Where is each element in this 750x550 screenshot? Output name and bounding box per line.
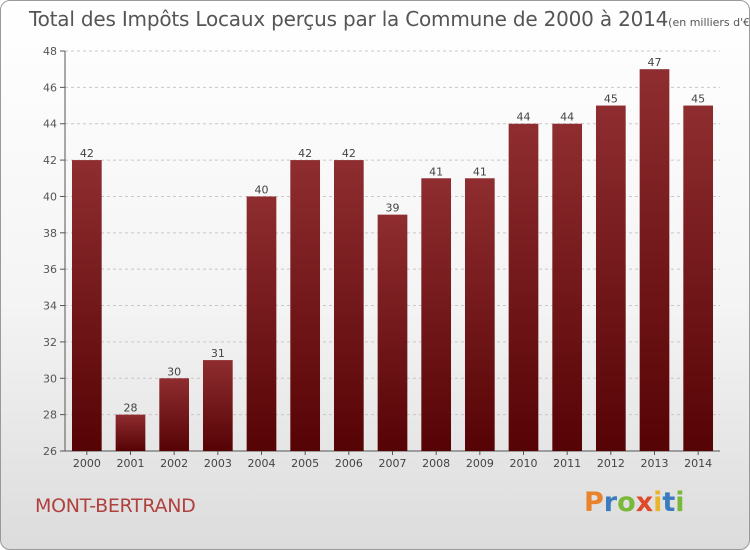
y-tick-label: 28: [43, 409, 57, 422]
bar: [464, 178, 495, 452]
x-tick-label: 2002: [160, 457, 188, 470]
logo-letter: t: [662, 487, 676, 518]
y-tick-label: 34: [43, 300, 57, 313]
chart-title-row: Total des Impôts Locaux perçus par la Co…: [29, 7, 750, 31]
bar: [508, 123, 539, 452]
bar: [595, 105, 626, 451]
bar: [421, 178, 452, 452]
logo-letter: i: [653, 487, 663, 518]
bar-value-label: 45: [604, 93, 618, 106]
logo-letter: x: [635, 487, 654, 518]
logo-letter: i: [675, 487, 685, 518]
bar: [639, 69, 670, 451]
proxiti-logo: Proxiti: [584, 487, 685, 518]
y-tick-label: 44: [43, 118, 57, 131]
logo-letter: o: [617, 487, 636, 518]
bar: [290, 160, 321, 451]
bar: [202, 360, 233, 451]
x-tick-label: 2005: [291, 457, 319, 470]
logo-letter: P: [584, 487, 604, 518]
bar: [683, 105, 714, 451]
bar-value-label: 47: [648, 56, 662, 69]
commune-name: MONT-BERTRAND: [35, 495, 196, 517]
bar-value-label: 41: [473, 165, 487, 178]
chart-unit-label: (en milliers d'€): [668, 16, 750, 29]
bar-value-label: 31: [211, 347, 225, 360]
bar-value-label: 40: [255, 183, 269, 196]
bar-value-label: 30: [167, 365, 181, 378]
bar: [552, 123, 583, 452]
x-tick-label: 2007: [379, 457, 407, 470]
y-tick-label: 46: [43, 81, 57, 94]
bar-value-label: 44: [560, 111, 574, 124]
x-tick-label: 2013: [641, 457, 669, 470]
bar-value-label: 42: [298, 147, 312, 160]
y-tick-label: 42: [43, 154, 57, 167]
x-tick-label: 2010: [510, 457, 538, 470]
y-tick-label: 36: [43, 263, 57, 276]
x-tick-label: 2000: [73, 457, 101, 470]
x-tick-label: 2003: [204, 457, 232, 470]
bar-value-label: 42: [342, 147, 356, 160]
x-tick-label: 2012: [597, 457, 625, 470]
bar-value-label: 28: [124, 402, 138, 415]
y-tick-label: 26: [43, 445, 57, 458]
chart-title: Total des Impôts Locaux perçus par la Co…: [29, 7, 669, 31]
labels-layer: 26 28 30 32 34 36 38 40 42 44 46 48 42 2000 28 2001 30 20…: [43, 45, 712, 470]
bar-value-label: 45: [691, 93, 705, 106]
x-tick-label: 2004: [248, 457, 276, 470]
bars-layer: [71, 69, 714, 452]
y-tick-label: 38: [43, 227, 57, 240]
bar: [71, 160, 102, 451]
x-tick-label: 2006: [335, 457, 363, 470]
y-tick-label: 40: [43, 190, 57, 203]
bar: [246, 196, 277, 451]
x-tick-label: 2001: [117, 457, 145, 470]
x-tick-label: 2008: [422, 457, 450, 470]
bar-value-label: 42: [80, 147, 94, 160]
y-tick-label: 30: [43, 372, 57, 385]
bar: [115, 414, 146, 451]
bar: [159, 378, 190, 451]
y-tick-label: 32: [43, 336, 57, 349]
x-tick-label: 2011: [553, 457, 581, 470]
x-tick-label: 2009: [466, 457, 494, 470]
bar: [333, 160, 364, 451]
bar-value-label: 41: [429, 165, 443, 178]
bar-value-label: 39: [386, 202, 400, 215]
bar: [377, 214, 408, 451]
bar-value-label: 44: [517, 111, 531, 124]
x-tick-label: 2014: [684, 457, 712, 470]
logo-letter: r: [603, 487, 618, 518]
y-tick-label: 48: [43, 45, 57, 58]
